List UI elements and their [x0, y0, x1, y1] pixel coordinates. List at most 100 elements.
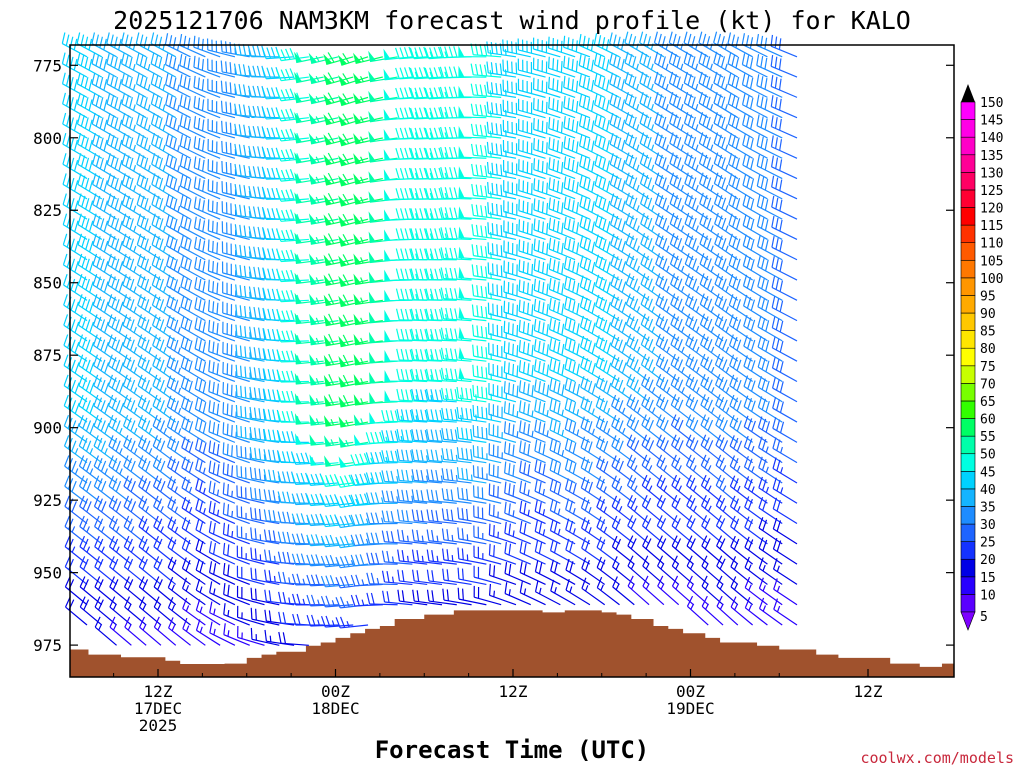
- wind-barb: [234, 244, 265, 261]
- wind-barb: [62, 153, 88, 180]
- wind-barb: [194, 277, 221, 301]
- wind-barb: [473, 565, 502, 586]
- wind-barb: [222, 281, 250, 301]
- wind-barb: [654, 232, 680, 261]
- wind-barb: [309, 293, 339, 306]
- wind-barb: [121, 153, 147, 180]
- wind-barb: [685, 353, 709, 382]
- wind-barb: [714, 313, 739, 342]
- wind-barb: [715, 434, 739, 464]
- wind-barb: [207, 159, 236, 180]
- wind-barb: [548, 318, 576, 342]
- wind-barb: [503, 240, 531, 261]
- wind-barb: [458, 45, 487, 58]
- wind-barb: [195, 599, 221, 626]
- wind-barb: [152, 374, 177, 403]
- wind-barb: [368, 110, 398, 123]
- wind-barb: [593, 53, 620, 78]
- wind-barb: [549, 338, 576, 362]
- wind-barb: [595, 335, 620, 362]
- wind-barb: [397, 529, 428, 545]
- wind-barb: [353, 72, 383, 85]
- wind-barb: [624, 91, 650, 119]
- wind-barb: [353, 133, 383, 145]
- wind-barb: [502, 160, 531, 180]
- wind-barb: [639, 192, 665, 220]
- wind-barb: [93, 475, 117, 504]
- wind-barb: [166, 435, 191, 464]
- chart-title: 2025121706 NAM3KM forecast wind profile …: [113, 6, 911, 35]
- wind-barb: [470, 63, 502, 78]
- wind-barb: [715, 374, 739, 403]
- wind-barb: [473, 545, 502, 565]
- wind-barb: [353, 353, 383, 366]
- wind-barb: [641, 434, 665, 464]
- wind-barb: [549, 438, 576, 464]
- wind-barb: [518, 199, 546, 220]
- wind-barb: [136, 153, 162, 180]
- wind-barb: [472, 364, 502, 383]
- wind-barb: [504, 582, 531, 606]
- wind-barb: [564, 357, 591, 383]
- wind-barb: [457, 587, 487, 606]
- wind-barb: [165, 194, 191, 220]
- wind-barb: [153, 495, 177, 525]
- colorbar-swatch: [960, 488, 976, 507]
- wind-barb: [727, 72, 753, 98]
- wind-barb: [458, 306, 487, 322]
- colorbar-swatch: [960, 506, 976, 525]
- wind-barb: [533, 158, 561, 180]
- wind-barb: [756, 154, 783, 180]
- wind-barb: [486, 161, 517, 180]
- wind-barb: [698, 152, 724, 180]
- wind-barb: [338, 394, 369, 408]
- wind-barb: [770, 75, 798, 98]
- credit-text[interactable]: coolwx.com/models: [860, 749, 1014, 767]
- wind-barb: [368, 90, 398, 103]
- wind-barb: [426, 589, 457, 606]
- wind-barb: [471, 204, 502, 220]
- wind-barb: [277, 390, 309, 403]
- wind-barb: [728, 253, 753, 281]
- wind-barb: [700, 414, 724, 443]
- wind-barb: [487, 202, 517, 220]
- wind-barb: [730, 535, 754, 565]
- wind-barb: [471, 264, 502, 281]
- wind-barb: [108, 455, 132, 484]
- wind-barb: [698, 71, 724, 98]
- colorbar-label: 90: [980, 307, 996, 322]
- wind-barb: [700, 454, 724, 484]
- colorbar-label: 120: [980, 202, 1003, 217]
- wind-barb: [596, 476, 620, 504]
- wind-barb: [236, 525, 265, 545]
- wind-barb: [78, 374, 103, 403]
- wind-barb: [381, 570, 413, 586]
- wind-barb: [699, 192, 724, 220]
- wind-barb: [716, 595, 739, 626]
- wind-barb: [338, 193, 369, 207]
- wind-barb: [486, 121, 517, 139]
- wind-barb: [396, 348, 428, 362]
- colorbar-label: 95: [980, 289, 996, 304]
- wind-barb: [518, 380, 546, 403]
- wind-barb: [222, 562, 250, 585]
- wind-barb: [471, 244, 502, 261]
- wind-barb: [78, 314, 103, 342]
- wind-barb: [714, 232, 739, 261]
- wind-barb: [741, 93, 768, 119]
- wind-barb: [208, 319, 236, 342]
- wind-barb: [237, 626, 265, 646]
- wind-barb: [771, 175, 798, 200]
- wind-barb: [757, 335, 783, 362]
- wind-barb: [366, 592, 398, 606]
- wind-barb: [441, 367, 472, 383]
- wind-barb: [294, 272, 324, 285]
- wind-barb: [655, 293, 680, 322]
- wind-barb: [517, 78, 546, 98]
- wind-barb: [771, 195, 798, 220]
- wind-barb: [534, 379, 561, 403]
- wind-barb: [640, 293, 665, 322]
- wind-barb: [654, 112, 679, 139]
- colorbar-label: 110: [980, 237, 1003, 252]
- wind-barb: [106, 193, 132, 220]
